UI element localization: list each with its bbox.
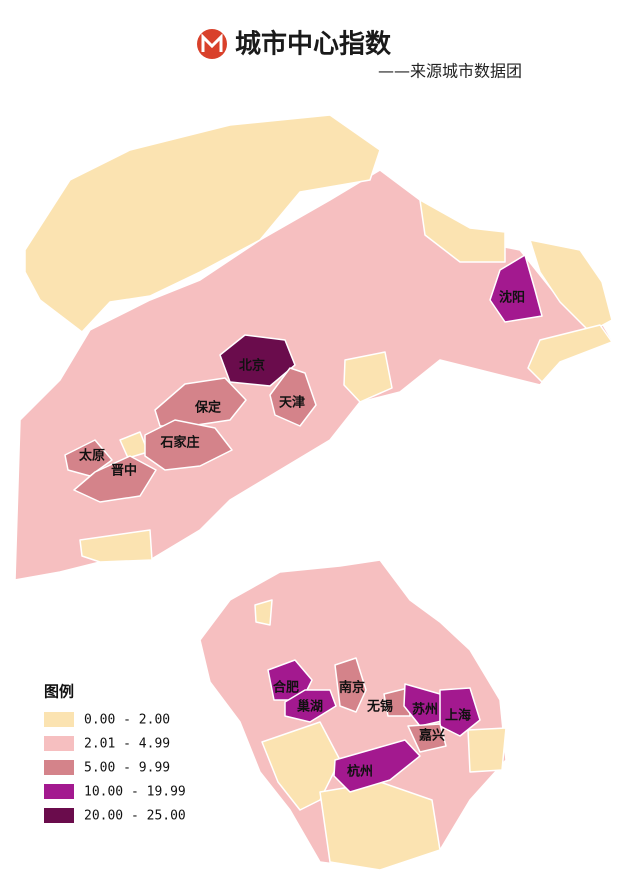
city-label: 太原	[78, 448, 105, 464]
city-label: 南京	[339, 680, 365, 696]
city-area	[407, 723, 447, 753]
legend-swatch	[44, 712, 74, 727]
region	[343, 351, 393, 403]
city-area	[73, 455, 157, 503]
region	[254, 599, 273, 626]
city-area	[334, 657, 367, 713]
region	[419, 199, 506, 263]
city-area	[64, 439, 113, 477]
region	[467, 727, 507, 773]
legend-swatch	[44, 784, 74, 799]
legend-swatch	[44, 808, 74, 823]
city-label: 天津	[279, 395, 305, 411]
legend-label: 5.00 - 9.99	[84, 761, 170, 776]
legend-swatch	[44, 760, 74, 775]
title: 城市中心指数	[235, 29, 392, 60]
region	[199, 559, 507, 871]
subtitle: ——来源城市数据团	[378, 62, 522, 81]
logo-mark	[201, 33, 223, 52]
region	[261, 721, 341, 811]
map-regions	[14, 114, 613, 871]
city-area	[284, 689, 337, 723]
city-area	[439, 687, 481, 737]
legend: 0.00 - 2.00 2.01 - 4.99 5.00 - 9.99 10.00 -…	[44, 712, 186, 824]
city-label: 无锡	[366, 699, 393, 715]
region	[79, 529, 153, 563]
region	[527, 324, 613, 383]
legend-label: 0.00 - 2.00	[84, 713, 170, 728]
legend-label: 20.00 - 25.00	[84, 809, 186, 824]
city-area	[333, 739, 421, 793]
city-label: 石家庄	[159, 435, 199, 451]
city-label: 上海	[445, 708, 471, 724]
city-label: 北京	[239, 358, 265, 374]
city-label: 杭州	[347, 764, 373, 780]
city-label: 合肥	[273, 680, 299, 696]
city-label: 保定	[194, 400, 221, 416]
city-area	[489, 254, 543, 323]
city-label: 苏州	[412, 702, 438, 718]
city-label: 巢湖	[296, 699, 323, 715]
city-area	[269, 367, 317, 427]
city-label: 嘉兴	[418, 728, 445, 744]
city-area	[219, 334, 296, 387]
region	[24, 114, 381, 333]
region	[14, 169, 613, 581]
city-area	[144, 419, 233, 471]
city-label: 晋中	[111, 463, 137, 479]
city-label: 沈阳	[499, 290, 525, 306]
legend-swatch	[44, 736, 74, 751]
city-area	[383, 687, 411, 717]
legend-title: 图例	[44, 683, 74, 701]
legend-label: 10.00 - 19.99	[84, 785, 186, 800]
city-area	[403, 683, 447, 727]
legend-label: 2.01 - 4.99	[84, 737, 170, 752]
